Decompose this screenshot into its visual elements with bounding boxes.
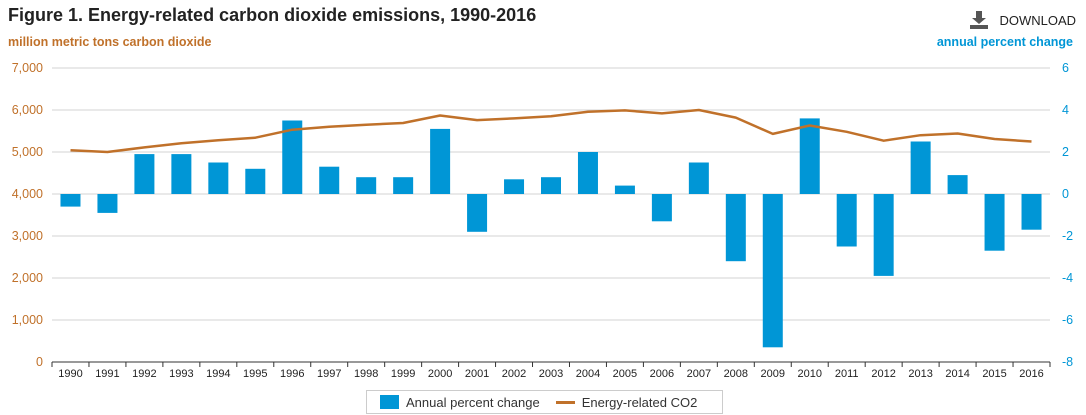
- x-tick-label: 2013: [908, 368, 932, 380]
- bar-1995: [245, 168, 266, 194]
- download-icon: [969, 11, 989, 29]
- x-tick-label: 1997: [317, 368, 341, 380]
- x-tick-label: 2004: [576, 368, 600, 380]
- bar-2004: [577, 152, 598, 194]
- bar-2011: [836, 194, 857, 247]
- left-tick-label: 6,000: [12, 103, 43, 117]
- bar-1999: [393, 177, 414, 194]
- bar-2012: [873, 194, 894, 276]
- left-tick-label: 7,000: [12, 61, 43, 75]
- x-tick-label: 2010: [797, 368, 821, 380]
- x-tick-label: 2000: [428, 368, 452, 380]
- bar-2009: [762, 194, 783, 348]
- bar-2003: [541, 177, 561, 194]
- bar-1990: [60, 194, 81, 207]
- x-tick-label: 2006: [650, 368, 674, 380]
- legend-line-swatch: [555, 400, 575, 404]
- legend-item-line[interactable]: Energy-related CO2: [540, 394, 698, 410]
- bar-1997: [319, 166, 340, 194]
- legend: Annual percent change Energy-related CO2: [366, 390, 723, 414]
- bar-1991: [97, 194, 118, 213]
- bar-2014: [947, 175, 968, 194]
- x-tick-label: 2009: [761, 368, 785, 380]
- bar-2007: [688, 162, 709, 194]
- bar-2010: [799, 118, 820, 194]
- left-tick-label: 4,000: [12, 187, 43, 201]
- x-tick-label: 2005: [613, 368, 637, 380]
- right-axis-unit: annual percent change: [936, 35, 1073, 49]
- bar-1993: [171, 154, 192, 194]
- chart-title: Figure 1. Energy-related carbon dioxide …: [8, 5, 537, 25]
- right-tick-label: 6: [1062, 61, 1069, 75]
- left-tick-label: 3,000: [12, 229, 43, 243]
- bar-2000: [430, 128, 451, 194]
- x-tick-label: 1990: [58, 368, 82, 380]
- bar-2002: [504, 179, 525, 194]
- bar-2005: [614, 185, 635, 194]
- x-tick-label: 2012: [871, 368, 895, 380]
- x-tick-label: 1999: [391, 368, 415, 380]
- x-tick-label: 1994: [206, 368, 230, 380]
- bar-1994: [208, 162, 229, 194]
- right-tick-label: 2: [1062, 145, 1069, 159]
- left-tick-label: 1,000: [12, 313, 43, 327]
- legend-item-bars[interactable]: Annual percent change: [367, 395, 540, 410]
- left-axis-unit: million metric tons carbon dioxide: [8, 35, 212, 49]
- x-tick-label: 2014: [945, 368, 969, 380]
- bar-2001: [467, 194, 488, 232]
- right-tick-label: -6: [1062, 313, 1073, 327]
- x-tick-label: 1993: [169, 368, 193, 380]
- bar-2016: [1021, 194, 1042, 230]
- left-tick-label: 2,000: [12, 271, 43, 285]
- x-tick-label: 2007: [687, 368, 711, 380]
- x-tick-label: 2001: [465, 368, 489, 380]
- x-tick-label: 1992: [132, 368, 156, 380]
- x-tick-label: 2011: [835, 368, 859, 380]
- x-tick-label: 1996: [280, 368, 304, 380]
- bar-1992: [134, 154, 155, 194]
- x-tick-label: 1998: [354, 368, 378, 380]
- x-tick-label: 2002: [502, 368, 526, 380]
- right-tick-label: 4: [1062, 103, 1069, 117]
- bar-2006: [651, 194, 672, 222]
- bar-2013: [910, 141, 931, 194]
- x-tick-label: 2016: [1019, 368, 1043, 380]
- right-tick-label: -2: [1062, 229, 1073, 243]
- left-tick-label: 0: [36, 355, 43, 369]
- right-tick-label: -4: [1062, 271, 1073, 285]
- bar-2015: [984, 194, 1005, 251]
- right-tick-label: -8: [1062, 355, 1073, 369]
- bar-1996: [282, 120, 303, 194]
- legend-bar-swatch: [380, 395, 399, 409]
- legend-line-label: Energy-related CO2: [581, 394, 698, 410]
- x-tick-label: 2015: [982, 368, 1006, 380]
- legend-bar-label: Annual percent change: [406, 394, 540, 410]
- x-tick-label: 1995: [243, 368, 267, 380]
- x-tick-label: 2003: [539, 368, 563, 380]
- right-tick-label: 0: [1062, 187, 1069, 201]
- download-label: DOWNLOAD: [999, 12, 1076, 28]
- download-button[interactable]: DOWNLOAD: [969, 11, 1076, 29]
- left-tick-label: 5,000: [12, 145, 43, 159]
- co2-emissions-line: [70, 108, 1032, 154]
- x-tick-label: 2008: [724, 368, 748, 380]
- bar-1998: [356, 177, 377, 194]
- bar-2008: [725, 194, 746, 262]
- x-tick-label: 1991: [95, 368, 119, 380]
